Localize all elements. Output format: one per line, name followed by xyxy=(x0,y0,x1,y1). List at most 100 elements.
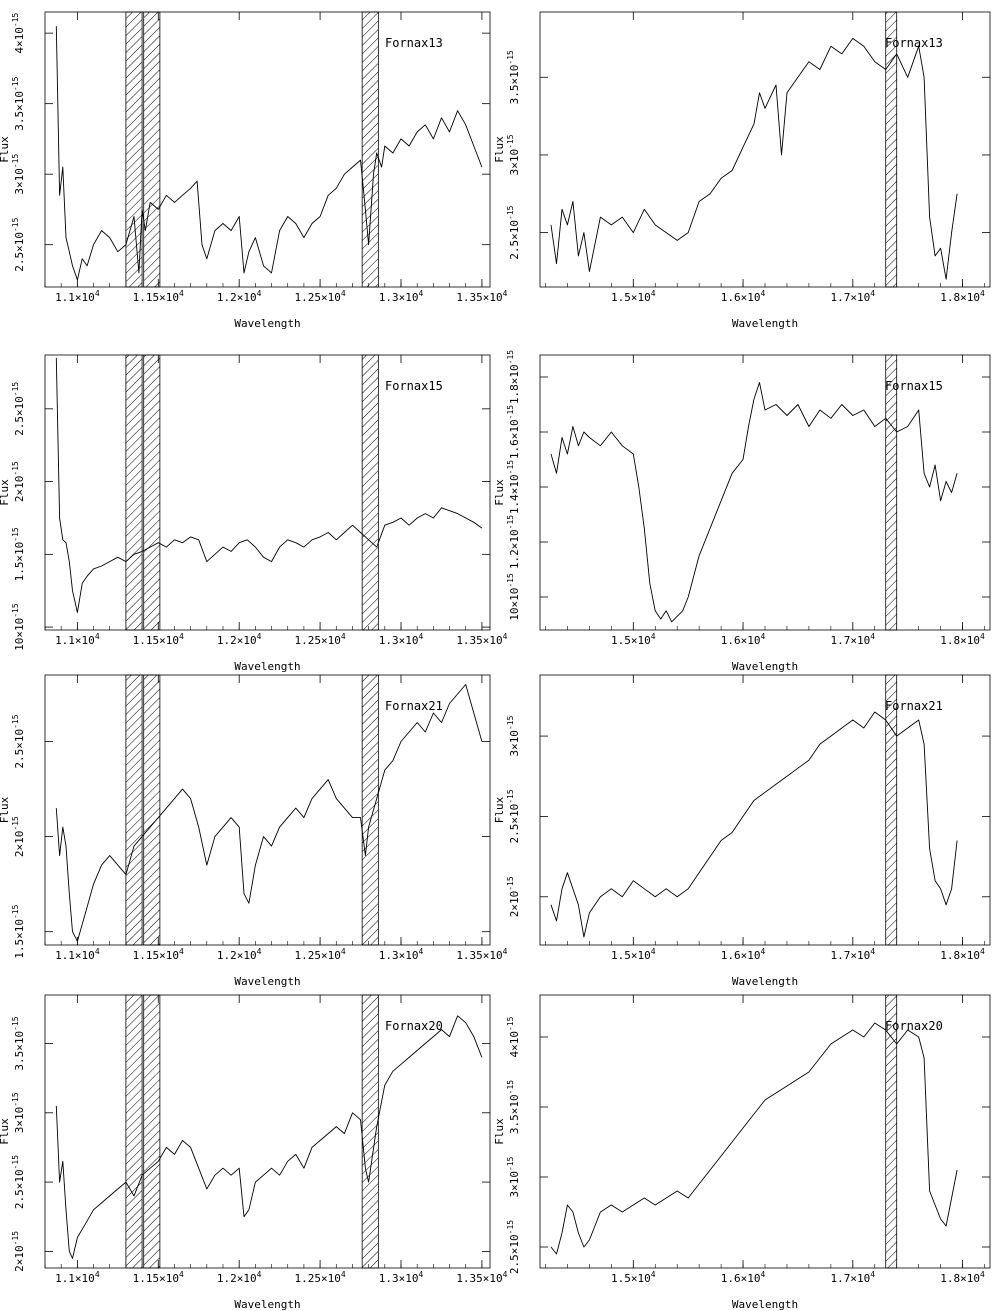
spectrum-line xyxy=(550,711,958,938)
x-axis-title: Wavelength xyxy=(234,975,300,988)
x-tick-label: 1.1×104 xyxy=(55,632,100,647)
x-tick-label: 1.2×104 xyxy=(217,289,262,304)
x-tick-label: 1.5×104 xyxy=(611,632,656,647)
y-tick-label: 2.5×10-15 xyxy=(11,217,26,271)
x-axis-title: Wavelength xyxy=(732,1298,798,1311)
fornax20-j-panel: 1.1×104 1.15×104 1.2×104 1.25×104 1.3×104 1.3… xyxy=(0,994,508,1311)
x-tick-label: 1.25×104 xyxy=(294,947,345,962)
x-tick-label: 1.35×104 xyxy=(456,1270,507,1285)
y-tick-label: 10×10-15 xyxy=(506,573,521,621)
plot-frame xyxy=(539,354,991,631)
y-tick-label: 2×10-15 xyxy=(11,816,26,857)
y-tick-label: 3×10-15 xyxy=(506,134,521,175)
y-tick-label: 2.5×10-15 xyxy=(506,789,521,843)
x-tick-label: 1.15×104 xyxy=(133,632,184,647)
y-axis-title: Flux xyxy=(0,796,11,823)
y-tick-label: 2.5×10-15 xyxy=(11,714,26,768)
plot-frame xyxy=(539,994,991,1269)
x-tick-label: 1.15×104 xyxy=(133,289,184,304)
x-tick-label: 1.5×104 xyxy=(611,1270,656,1285)
x-tick-label: 1.6×104 xyxy=(721,947,766,962)
x-tick-label: 1.8×104 xyxy=(940,632,985,647)
x-tick-label: 1.6×104 xyxy=(721,632,766,647)
y-tick-label: 2.5×10-15 xyxy=(506,1220,521,1274)
y-tick-label: 4×10-15 xyxy=(506,1016,521,1057)
y-axis-title: Flux xyxy=(0,136,11,163)
hatched-band xyxy=(143,674,161,946)
spectrum-line xyxy=(55,357,483,613)
hatched-band xyxy=(143,11,161,288)
y-tick-label: 1.5×10-15 xyxy=(11,527,26,581)
y-axis-title: Flux xyxy=(493,479,506,506)
y-tick-label: 1.8×10-15 xyxy=(506,350,521,404)
hatched-band xyxy=(885,11,898,288)
x-axis-title: Wavelength xyxy=(732,317,798,330)
x-tick-label: 1.25×104 xyxy=(294,289,345,304)
hatched-band xyxy=(125,674,143,946)
x-tick-label: 1.8×104 xyxy=(940,289,985,304)
y-tick-label: 3×10-15 xyxy=(11,1092,26,1133)
hatched-band xyxy=(143,354,161,631)
plot-frame xyxy=(539,11,991,288)
spectrum-line xyxy=(55,1015,483,1259)
x-axis-title: Wavelength xyxy=(234,317,300,330)
y-axis-title: Flux xyxy=(493,796,506,823)
object-label: Fornax15 xyxy=(385,379,443,393)
x-tick-label: 1.7×104 xyxy=(831,947,876,962)
x-tick-label: 1.6×104 xyxy=(721,289,766,304)
x-tick-label: 1.35×104 xyxy=(456,632,507,647)
x-tick-label: 1.7×104 xyxy=(831,1270,876,1285)
x-tick-label: 1.25×104 xyxy=(294,632,345,647)
plot-frame xyxy=(44,994,491,1269)
spectrum-line xyxy=(550,1022,958,1255)
x-tick-label: 1.5×104 xyxy=(611,289,656,304)
x-tick-label: 1.3×104 xyxy=(379,1270,424,1285)
y-tick-label: 3.5×10-15 xyxy=(506,1080,521,1134)
x-tick-label: 1.2×104 xyxy=(217,947,262,962)
x-tick-label: 1.7×104 xyxy=(831,289,876,304)
spectrum-line xyxy=(55,26,483,281)
object-label: Fornax20 xyxy=(385,1019,443,1033)
y-tick-label: 1.2×10-15 xyxy=(506,515,521,569)
x-tick-label: 1.15×104 xyxy=(133,1270,184,1285)
plot-frame xyxy=(44,674,491,946)
hatched-band xyxy=(361,354,379,631)
hatched-band xyxy=(361,11,379,288)
hatched-band xyxy=(885,674,898,946)
object-label: Fornax21 xyxy=(885,699,943,713)
x-tick-label: 1.15×104 xyxy=(133,947,184,962)
x-tick-label: 1.5×104 xyxy=(611,947,656,962)
y-tick-label: 2.5×10-15 xyxy=(11,382,26,436)
x-tick-label: 1.1×104 xyxy=(55,947,100,962)
y-tick-label: 10×10-15 xyxy=(11,603,26,651)
y-tick-label: 3×10-15 xyxy=(11,154,26,195)
plot-frame xyxy=(44,11,491,288)
x-tick-label: 1.35×104 xyxy=(456,289,507,304)
hatched-band xyxy=(125,354,143,631)
x-tick-label: 1.1×104 xyxy=(55,289,100,304)
y-tick-label: 3.5×10-15 xyxy=(11,76,26,130)
x-axis-title: Wavelength xyxy=(234,1298,300,1311)
y-tick-label: 1.4×10-15 xyxy=(506,460,521,514)
x-tick-label: 1.35×104 xyxy=(456,947,507,962)
y-tick-label: 3.5×10-15 xyxy=(506,50,521,104)
y-tick-label: 1.5×10-15 xyxy=(11,904,26,958)
plot-frame xyxy=(44,354,491,631)
y-tick-label: 2×10-15 xyxy=(11,1231,26,1272)
plot-frame xyxy=(539,674,991,946)
x-tick-label: 1.6×104 xyxy=(721,1270,766,1285)
x-tick-label: 1.3×104 xyxy=(379,632,424,647)
fornax15-j-panel: 1.1×104 1.15×104 1.2×104 1.25×104 1.3×104 1.3… xyxy=(0,354,508,673)
y-tick-label: 3×10-15 xyxy=(506,715,521,756)
x-tick-label: 1.25×104 xyxy=(294,1270,345,1285)
x-tick-label: 1.8×104 xyxy=(940,1270,985,1285)
spectrum-line xyxy=(55,684,483,942)
y-axis-title: Flux xyxy=(0,1118,11,1145)
fornax13-h-panel: 1.5×104 1.6×104 1.7×104 1.8×104 2.5×10-15 3×1… xyxy=(493,11,991,330)
hatched-band xyxy=(125,11,143,288)
x-tick-label: 1.2×104 xyxy=(217,632,262,647)
y-axis-title: Flux xyxy=(493,136,506,163)
hatched-band xyxy=(885,354,898,631)
y-tick-label: 3×10-15 xyxy=(506,1156,521,1197)
